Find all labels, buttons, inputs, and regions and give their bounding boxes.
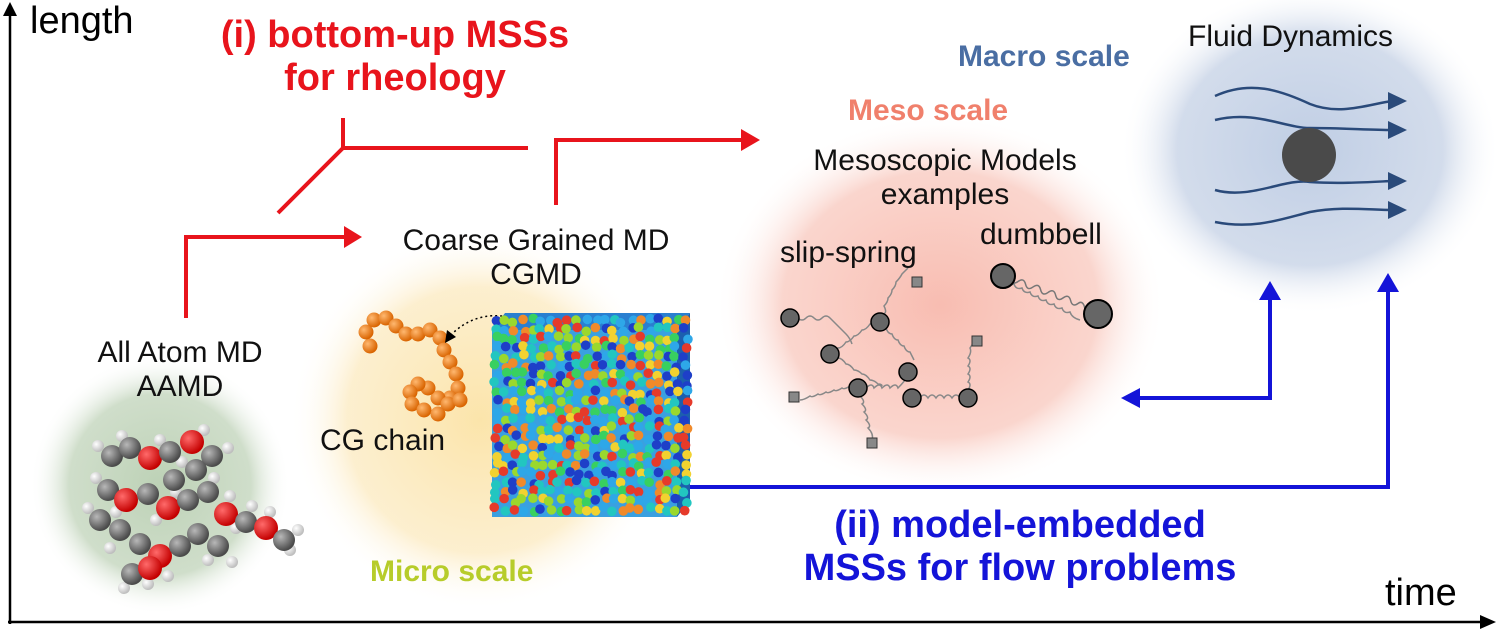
model-embedded-arrows — [686, 288, 1390, 489]
arrowhead-to-cgmd — [344, 226, 362, 248]
cgmd-cube — [489, 313, 693, 517]
y-axis-arrowhead — [3, 2, 17, 16]
x-axis-arrowhead — [1480, 615, 1496, 629]
meso-scale-label: Meso scale — [848, 94, 1009, 127]
model-embedded-title-line1: (ii) model-embedded — [834, 504, 1206, 546]
dumbbell-label: dumbbell — [980, 218, 1102, 251]
dumbbell-model — [990, 263, 1113, 329]
meso-background — [715, 115, 1165, 495]
cg-chain-model — [358, 310, 468, 422]
cgmd-label-line1: Coarse Grained MD — [402, 224, 670, 257]
bottom-up-title-line1: (i) bottom-up MSSs — [220, 14, 570, 56]
slip-spring-anchors — [788, 276, 983, 449]
bottom-up-title-line2: for rheology — [284, 56, 506, 99]
bottom-up-arrows — [184, 118, 745, 318]
arrowhead-to-meso-blue — [1121, 388, 1140, 408]
fluid-dynamics-label: Fluid Dynamics — [1188, 20, 1394, 53]
mesoscopic-models-line1: Mesoscopic Models — [813, 144, 1077, 177]
bottom-up-title: (i) bottom-up MSSs for rheology — [180, 14, 610, 99]
y-axis-label: length — [30, 0, 134, 42]
cg-chain-label: CG chain — [320, 424, 446, 457]
arrowhead-to-meso — [741, 129, 760, 151]
fluid-obstacle — [1282, 128, 1336, 182]
macro-scale-label: Macro scale — [958, 40, 1130, 73]
aamd-label-line1: All Atom MD — [97, 336, 263, 369]
arrowhead-up-2 — [1377, 273, 1399, 292]
cgmd-label: Coarse Grained MD CGMD — [366, 224, 706, 291]
all-atom-molecule-model — [82, 424, 304, 594]
aamd-label-line2: AAMD — [136, 369, 224, 403]
cgmd-label-line2: CGMD — [490, 257, 582, 291]
slip-spring-beads — [780, 308, 978, 408]
arrowhead-up-1 — [1259, 281, 1281, 300]
model-embedded-title-line2: MSSs for flow problems — [803, 546, 1237, 589]
mesoscopic-models-line2: examples — [880, 177, 1010, 211]
fluid-streamlines — [1214, 86, 1393, 226]
aamd-label: All Atom MD AAMD — [60, 336, 300, 403]
mesoscopic-models-label: Mesoscopic Models examples — [770, 144, 1120, 211]
model-embedded-title: (ii) model-embedded MSSs for flow proble… — [740, 504, 1300, 589]
x-axis-label: time — [1385, 572, 1457, 614]
slip-spring-label: slip-spring — [780, 236, 917, 269]
streamline-arrowheads — [1388, 92, 1407, 219]
cg-chain-dotted-arrowhead — [445, 330, 456, 343]
micro-scale-label: Micro scale — [370, 555, 534, 588]
